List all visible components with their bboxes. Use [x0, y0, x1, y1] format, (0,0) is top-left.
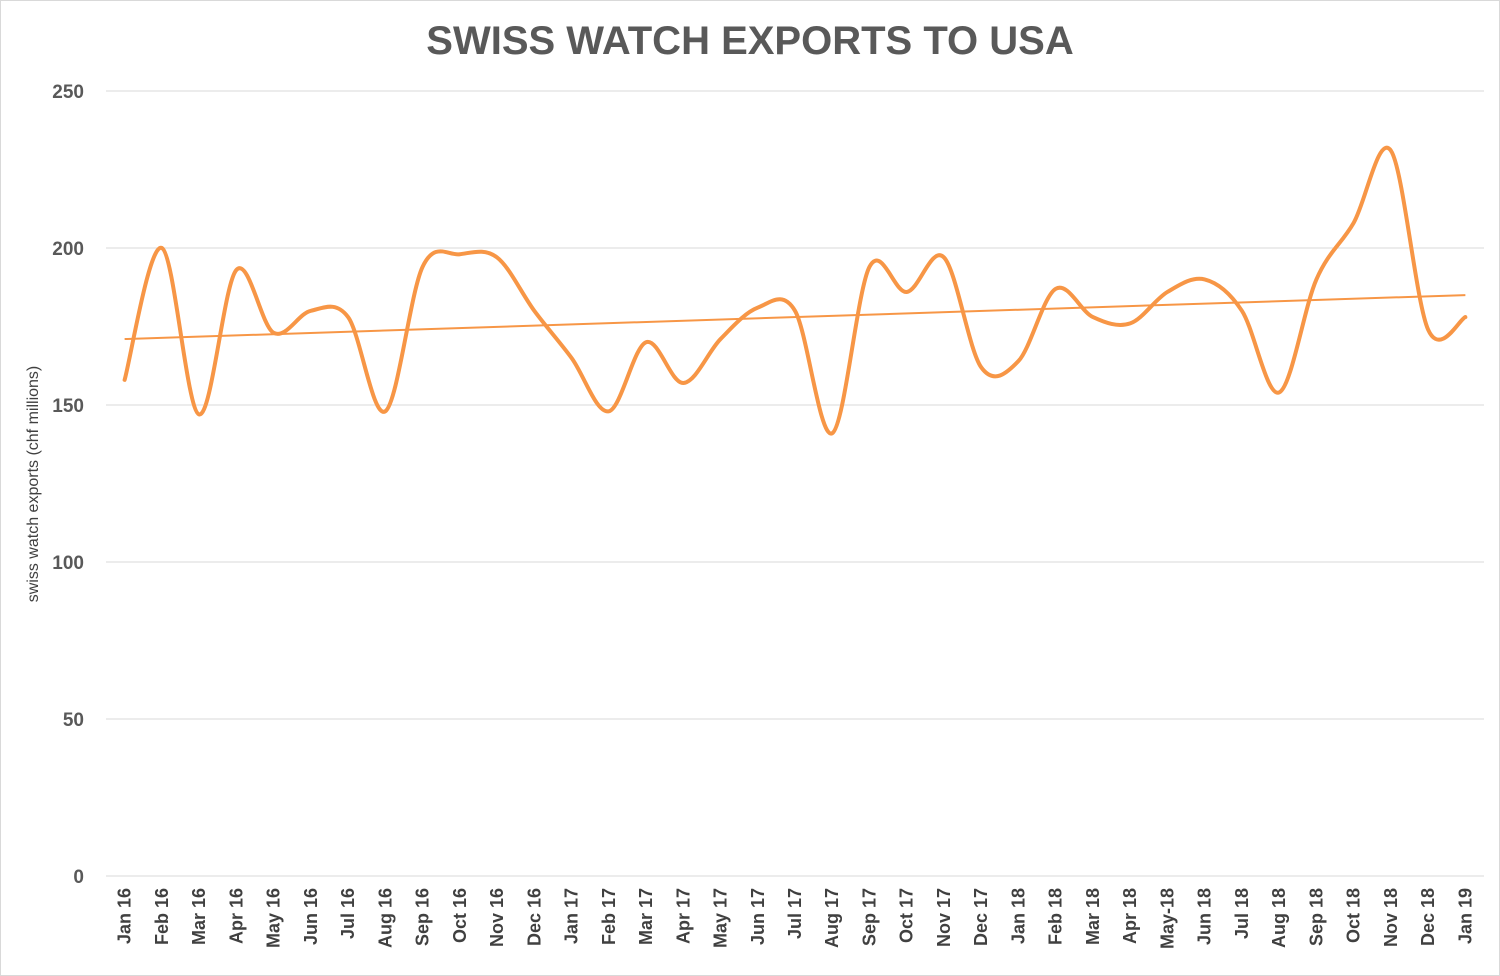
- x-tick-label: Jul 17: [785, 888, 805, 939]
- x-tick-label: May-18: [1157, 888, 1177, 949]
- x-tick-label: Jul 16: [338, 888, 358, 939]
- y-axis-label: swiss watch exports (chf millions): [25, 366, 42, 603]
- x-tick-label: Jun 16: [301, 888, 321, 945]
- y-tick-label: 0: [73, 867, 84, 888]
- x-tick-label: May 17: [711, 888, 731, 948]
- series-line: [122, 145, 1468, 436]
- x-tick-label: Jun 18: [1195, 888, 1215, 945]
- trendline-group: [124, 294, 1466, 341]
- x-tick-label: May 16: [264, 888, 284, 948]
- y-tick-label: 200: [52, 239, 84, 260]
- x-tick-label: Sep 18: [1306, 888, 1326, 946]
- y-tick-label: 50: [63, 710, 84, 731]
- x-tick-label: Jun 17: [748, 888, 768, 945]
- chart-title: SWISS WATCH EXPORTS TO USA: [426, 19, 1073, 63]
- y-tick-label: 250: [52, 82, 84, 103]
- y-tick-label: 150: [52, 396, 84, 417]
- x-tick-label: Mar 18: [1083, 888, 1103, 945]
- x-tick-label: Jan 18: [1008, 888, 1028, 944]
- gridlines: [106, 90, 1484, 877]
- x-tick-label: Dec 18: [1418, 888, 1438, 946]
- x-tick-label: Sep 16: [413, 888, 433, 946]
- x-tick-label: Oct 18: [1344, 888, 1364, 943]
- x-tick-label: Nov 18: [1381, 888, 1401, 947]
- x-tick-label: Jul 18: [1232, 888, 1252, 939]
- x-tick-label: Mar 17: [636, 888, 656, 945]
- x-tick-label: Jan 17: [562, 888, 582, 944]
- y-axis-ticks: 0 50 100 150 200 250: [52, 82, 84, 888]
- series-group: [122, 145, 1468, 436]
- trendline: [124, 294, 1466, 341]
- x-tick-label: Jan 19: [1455, 888, 1475, 944]
- x-tick-label: Oct 17: [897, 888, 917, 943]
- x-tick-label: Aug 16: [375, 888, 395, 948]
- x-tick-label: Feb 16: [152, 888, 172, 945]
- x-tick-label: Apr 16: [226, 888, 246, 944]
- x-tick-label: Apr 18: [1120, 888, 1140, 944]
- x-tick-label: Jan 16: [115, 888, 135, 944]
- x-tick-label: Oct 16: [450, 888, 470, 943]
- x-tick-label: Feb 18: [1046, 888, 1066, 945]
- x-tick-label: Aug 18: [1269, 888, 1289, 948]
- x-tick-label: Dec 16: [524, 888, 544, 946]
- x-tick-label: Sep 17: [859, 888, 879, 946]
- x-tick-label: Feb 17: [599, 888, 619, 945]
- x-tick-label: Aug 17: [822, 888, 842, 948]
- x-axis-ticks: Jan 16 Feb 16 Mar 16 Apr 16 May 16 Jun 16 Jul …: [115, 888, 1476, 949]
- x-tick-label: Apr 17: [673, 888, 693, 944]
- x-tick-label: Nov 16: [487, 888, 507, 947]
- x-tick-label: Dec 17: [971, 888, 991, 946]
- y-tick-label: 100: [52, 553, 84, 574]
- x-tick-label: Mar 16: [189, 888, 209, 945]
- x-tick-label: Nov 17: [934, 888, 954, 947]
